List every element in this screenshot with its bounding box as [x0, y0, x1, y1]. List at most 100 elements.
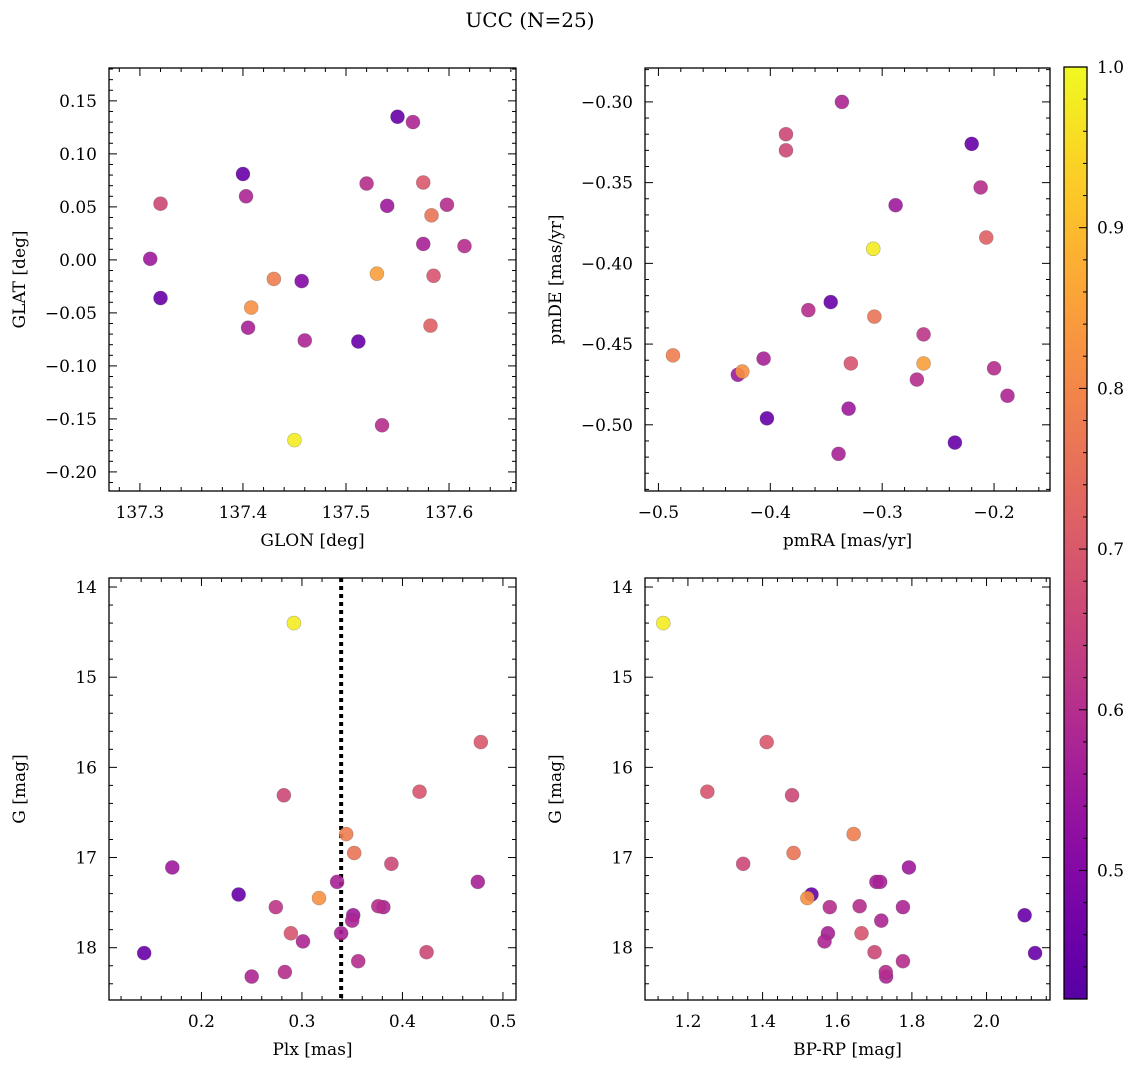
- points: [136, 615, 489, 984]
- data-point: [238, 188, 254, 204]
- data-point: [700, 784, 715, 800]
- data-point: [165, 860, 180, 875]
- data-point: [311, 890, 327, 906]
- points: [142, 109, 472, 448]
- data-point: [822, 899, 838, 915]
- data-point: [841, 401, 856, 416]
- data-point: [1000, 388, 1015, 404]
- data-point: [243, 300, 259, 315]
- x-tick-label: −0.4: [750, 503, 791, 523]
- colorbar-tick-label: 0.6: [1097, 701, 1124, 721]
- y-tick-label: −0.10: [45, 357, 97, 377]
- data-point: [852, 898, 867, 914]
- data-point: [784, 788, 800, 803]
- x-tick-label: 137.4: [219, 503, 268, 523]
- x-tick-label: 1.8: [898, 1012, 925, 1032]
- points: [665, 94, 1015, 462]
- data-point: [277, 964, 293, 980]
- data-point: [823, 294, 839, 310]
- data-point: [351, 334, 366, 349]
- data-point: [244, 969, 260, 984]
- panels: 137.3 137.4 137.5 137.6 −0.20 −0.15 −0.10 −0.05…: [10, 67, 1051, 1060]
- x-axis-label: Plx [mas]: [272, 1040, 352, 1060]
- data-point: [865, 241, 881, 257]
- data-point: [756, 351, 771, 366]
- data-point: [439, 197, 455, 213]
- data-point: [297, 333, 313, 348]
- y-axis-label: pmDE [mas/yr]: [546, 214, 566, 344]
- data-point: [916, 356, 931, 371]
- data-point: [973, 180, 988, 195]
- x-tick-label: 137.3: [116, 503, 165, 523]
- y-tick-label: 0.05: [59, 198, 97, 218]
- data-point: [867, 309, 882, 324]
- data-point: [371, 898, 386, 914]
- colorbar-tick-label: 1.0: [1097, 58, 1124, 78]
- y-tick-label: 0.00: [59, 251, 97, 271]
- axes-frame: [644, 577, 1051, 1001]
- x-tick-label: 1.4: [749, 1012, 776, 1032]
- data-point: [390, 109, 405, 125]
- data-point: [778, 143, 794, 158]
- axes-frame: [108, 67, 517, 492]
- data-point: [426, 268, 441, 284]
- data-point: [346, 845, 362, 861]
- figure-title: UCC (N=25): [465, 8, 594, 32]
- data-point: [854, 925, 869, 941]
- data-point: [286, 615, 302, 631]
- axes-frame: [644, 67, 1051, 492]
- data-point: [759, 734, 774, 750]
- panel-glon-glat: 137.3 137.4 137.5 137.6 −0.20 −0.15 −0.10 −0.05…: [10, 67, 517, 551]
- colorbar-gradient: [1064, 67, 1087, 999]
- data-point: [287, 432, 302, 448]
- data-point: [415, 236, 431, 252]
- y-tick-label: −0.05: [45, 304, 97, 324]
- data-point: [374, 417, 390, 433]
- data-point: [240, 320, 256, 336]
- x-axis-label: GLON [deg]: [260, 531, 364, 551]
- x-axis-label: BP-RP [mag]: [793, 1040, 902, 1060]
- data-point: [153, 290, 168, 306]
- y-axis-label: GLAT [deg]: [10, 230, 30, 328]
- x-tick-label: 137.6: [425, 503, 474, 523]
- data-point: [294, 273, 309, 289]
- data-point: [405, 114, 421, 130]
- data-point: [231, 887, 246, 902]
- data-point: [665, 348, 681, 363]
- data-point: [834, 94, 850, 110]
- data-point: [283, 925, 299, 941]
- data-point: [978, 230, 994, 245]
- data-point: [470, 874, 486, 890]
- data-point: [916, 327, 931, 342]
- data-point: [895, 899, 911, 915]
- x-axis-label: pmRA [mas/yr]: [783, 531, 912, 551]
- data-point: [423, 318, 438, 333]
- data-point: [843, 356, 859, 371]
- y-tick-label: −0.15: [45, 410, 97, 430]
- data-point: [350, 953, 366, 969]
- data-point: [846, 826, 861, 842]
- x-tick-label: 1.6: [824, 1012, 851, 1032]
- x-tick-label: 0.3: [288, 1012, 315, 1032]
- y-tick-label: 15: [611, 668, 633, 688]
- y-tick-label: 14: [75, 578, 97, 598]
- points: [655, 615, 1043, 984]
- colorbar-tick-label: 0.5: [1097, 861, 1124, 881]
- data-point: [338, 826, 354, 842]
- y-axis-label: G [mag]: [10, 754, 30, 823]
- y-tick-label: −0.35: [581, 174, 633, 194]
- data-point: [384, 856, 399, 872]
- data-point: [457, 238, 472, 254]
- x-tick-label: −0.5: [638, 503, 679, 523]
- data-point: [379, 198, 395, 214]
- colorbar-frame: [1063, 66, 1088, 1000]
- x-tick-label: 0.4: [389, 1012, 416, 1032]
- data-point: [901, 860, 917, 875]
- data-point: [276, 788, 292, 803]
- colorbar-tick-label: 0.8: [1097, 379, 1124, 399]
- y-tick-label: −0.20: [45, 463, 97, 483]
- data-point: [329, 874, 345, 890]
- y-tick-label: −0.50: [581, 416, 633, 436]
